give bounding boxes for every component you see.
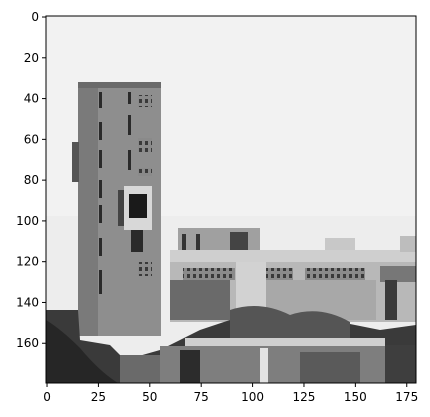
x-tick-label: 150: [344, 390, 367, 404]
x-axis: 0 25 50 75 100 125 150 175: [43, 383, 418, 404]
x-tick-label: 0: [43, 390, 51, 404]
y-tick-label: 0: [31, 10, 39, 24]
axes-frame: [45, 15, 417, 384]
y-tick-label: 100: [16, 214, 39, 228]
x-tick-label: 50: [142, 390, 157, 404]
photo-image: [46, 16, 416, 383]
y-tick-label: 20: [24, 51, 39, 65]
y-tick-label: 80: [24, 173, 39, 187]
y-tick-label: 60: [24, 132, 39, 146]
x-tick-label: 25: [91, 390, 106, 404]
y-tick-label: 140: [16, 295, 39, 309]
trees-foreground: [46, 306, 416, 383]
low-buildings: [170, 228, 416, 322]
y-tick-label: 40: [24, 92, 39, 106]
x-tick-label: 100: [241, 390, 264, 404]
x-tick-label: 125: [293, 390, 316, 404]
y-axis: 0 20 40 60 80 100 120 140 160: [16, 10, 46, 350]
y-tick-label: 160: [16, 336, 39, 350]
tall-tower: [72, 82, 161, 336]
y-tick-label: 120: [16, 255, 39, 269]
x-tick-label: 75: [194, 390, 209, 404]
x-tick-label: 175: [395, 390, 418, 404]
